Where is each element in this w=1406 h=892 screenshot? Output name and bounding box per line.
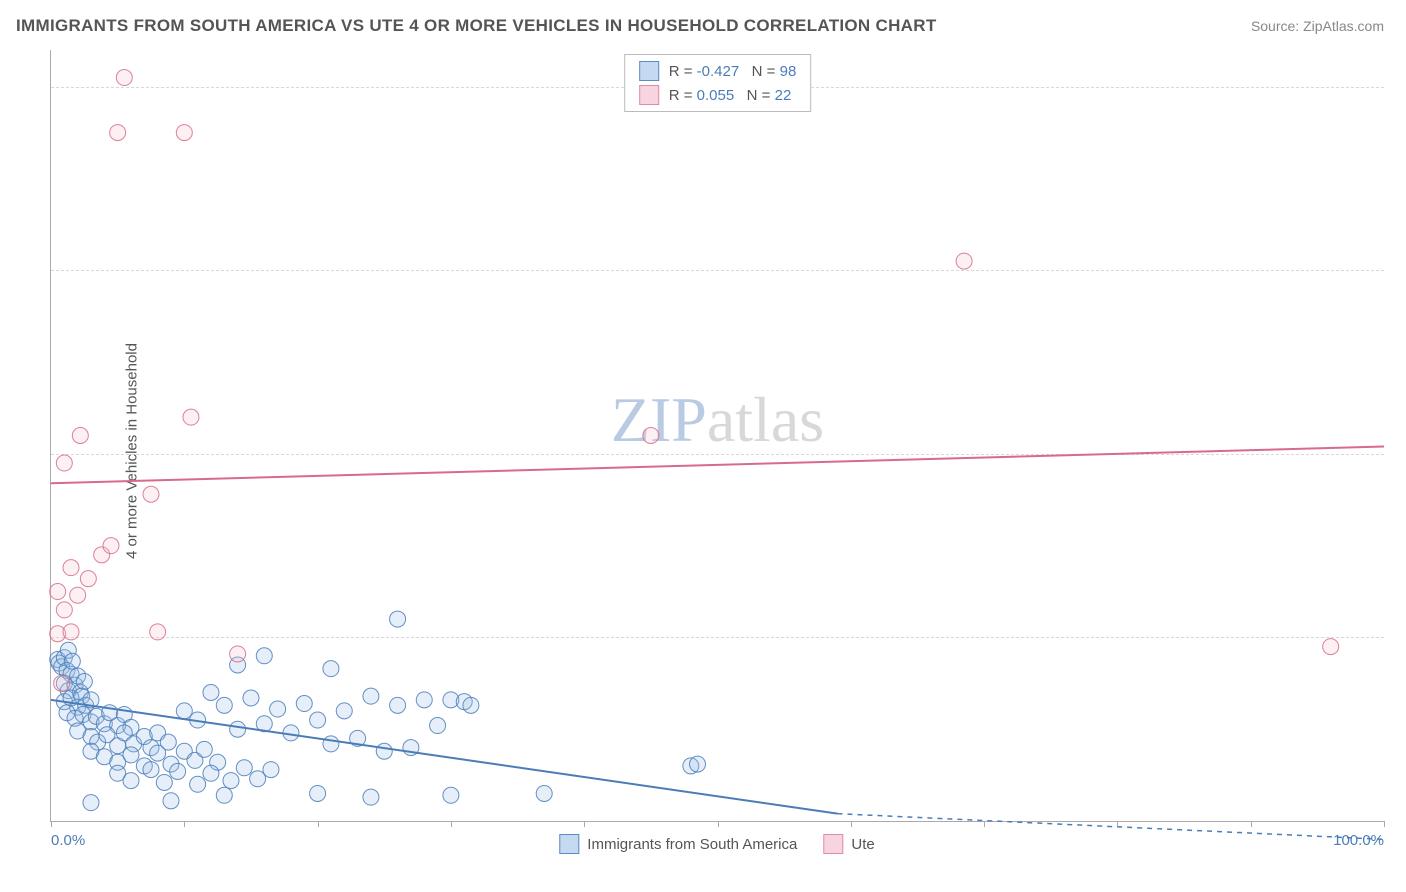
data-point <box>216 697 232 713</box>
legend-swatch <box>639 61 659 81</box>
data-point <box>230 646 246 662</box>
data-point <box>203 685 219 701</box>
x-tick <box>184 821 185 827</box>
data-point <box>1323 639 1339 655</box>
data-point <box>956 253 972 269</box>
data-point <box>70 587 86 603</box>
data-point <box>216 787 232 803</box>
data-point <box>270 701 286 717</box>
data-point <box>336 703 352 719</box>
data-point <box>63 560 79 576</box>
data-point <box>50 584 66 600</box>
data-point <box>76 673 92 689</box>
legend-swatch <box>823 834 843 854</box>
data-point <box>80 571 96 587</box>
data-point <box>54 675 70 691</box>
data-point <box>296 696 312 712</box>
data-point <box>176 125 192 141</box>
data-point <box>390 611 406 627</box>
legend-stats: R = 0.055 N = 22 <box>669 87 792 104</box>
x-tick <box>984 821 985 827</box>
data-point <box>110 125 126 141</box>
x-tick <box>318 821 319 827</box>
legend-row: R = -0.427 N = 98 <box>639 61 797 81</box>
data-point <box>203 765 219 781</box>
data-point <box>536 785 552 801</box>
data-point <box>183 409 199 425</box>
legend-swatch <box>559 834 579 854</box>
data-point <box>416 692 432 708</box>
data-point <box>236 760 252 776</box>
x-tick-label: 0.0% <box>51 832 85 849</box>
legend-label: Immigrants from South America <box>587 836 797 853</box>
data-point <box>390 697 406 713</box>
data-point <box>463 697 479 713</box>
data-point <box>156 774 172 790</box>
data-point <box>310 785 326 801</box>
data-point <box>143 486 159 502</box>
data-point <box>56 455 72 471</box>
data-point <box>250 771 266 787</box>
legend-stats: R = -0.427 N = 98 <box>669 63 797 80</box>
data-point <box>143 762 159 778</box>
data-point <box>72 428 88 444</box>
x-tick <box>584 821 585 827</box>
correlation-legend: R = -0.427 N = 98 R = 0.055 N = 22 <box>624 54 812 112</box>
data-point <box>170 763 186 779</box>
data-point <box>196 741 212 757</box>
data-point <box>263 762 279 778</box>
x-tick-label: 100.0% <box>1333 832 1384 849</box>
chart-container: 4 or more Vehicles in Household ZIPatlas… <box>50 50 1384 852</box>
data-point <box>150 624 166 640</box>
data-point <box>103 538 119 554</box>
data-point <box>256 648 272 664</box>
x-tick <box>718 821 719 827</box>
x-tick <box>851 821 852 827</box>
scatter-plot-svg <box>51 50 1384 821</box>
data-point <box>83 795 99 811</box>
data-point <box>63 624 79 640</box>
x-tick <box>451 821 452 827</box>
data-point <box>123 747 139 763</box>
legend-item: Immigrants from South America <box>559 834 797 854</box>
legend-row: R = 0.055 N = 22 <box>639 85 797 105</box>
data-point <box>123 773 139 789</box>
data-point <box>56 602 72 618</box>
x-tick <box>1384 821 1385 827</box>
data-point <box>363 789 379 805</box>
data-point <box>223 773 239 789</box>
data-point <box>243 690 259 706</box>
data-point <box>690 756 706 772</box>
x-tick <box>51 821 52 827</box>
legend-item: Ute <box>823 834 874 854</box>
regression-line <box>51 447 1384 484</box>
legend-label: Ute <box>851 836 874 853</box>
data-point <box>64 653 80 669</box>
data-point <box>643 428 659 444</box>
data-point <box>176 703 192 719</box>
data-point <box>363 688 379 704</box>
data-point <box>430 718 446 734</box>
data-point <box>163 793 179 809</box>
chart-title: IMMIGRANTS FROM SOUTH AMERICA VS UTE 4 O… <box>16 16 937 36</box>
plot-area: ZIPatlas R = -0.427 N = 98 R = 0.055 N =… <box>50 50 1384 822</box>
x-tick <box>1251 821 1252 827</box>
data-point <box>443 787 459 803</box>
data-point <box>310 712 326 728</box>
data-point <box>376 743 392 759</box>
data-point <box>323 736 339 752</box>
data-point <box>116 70 132 86</box>
series-legend: Immigrants from South America Ute <box>559 834 874 854</box>
data-point <box>230 721 246 737</box>
data-point <box>323 661 339 677</box>
source-attribution: Source: ZipAtlas.com <box>1251 18 1384 34</box>
legend-swatch <box>639 85 659 105</box>
data-point <box>190 776 206 792</box>
regression-line-dashed <box>837 814 1384 840</box>
data-point <box>150 745 166 761</box>
